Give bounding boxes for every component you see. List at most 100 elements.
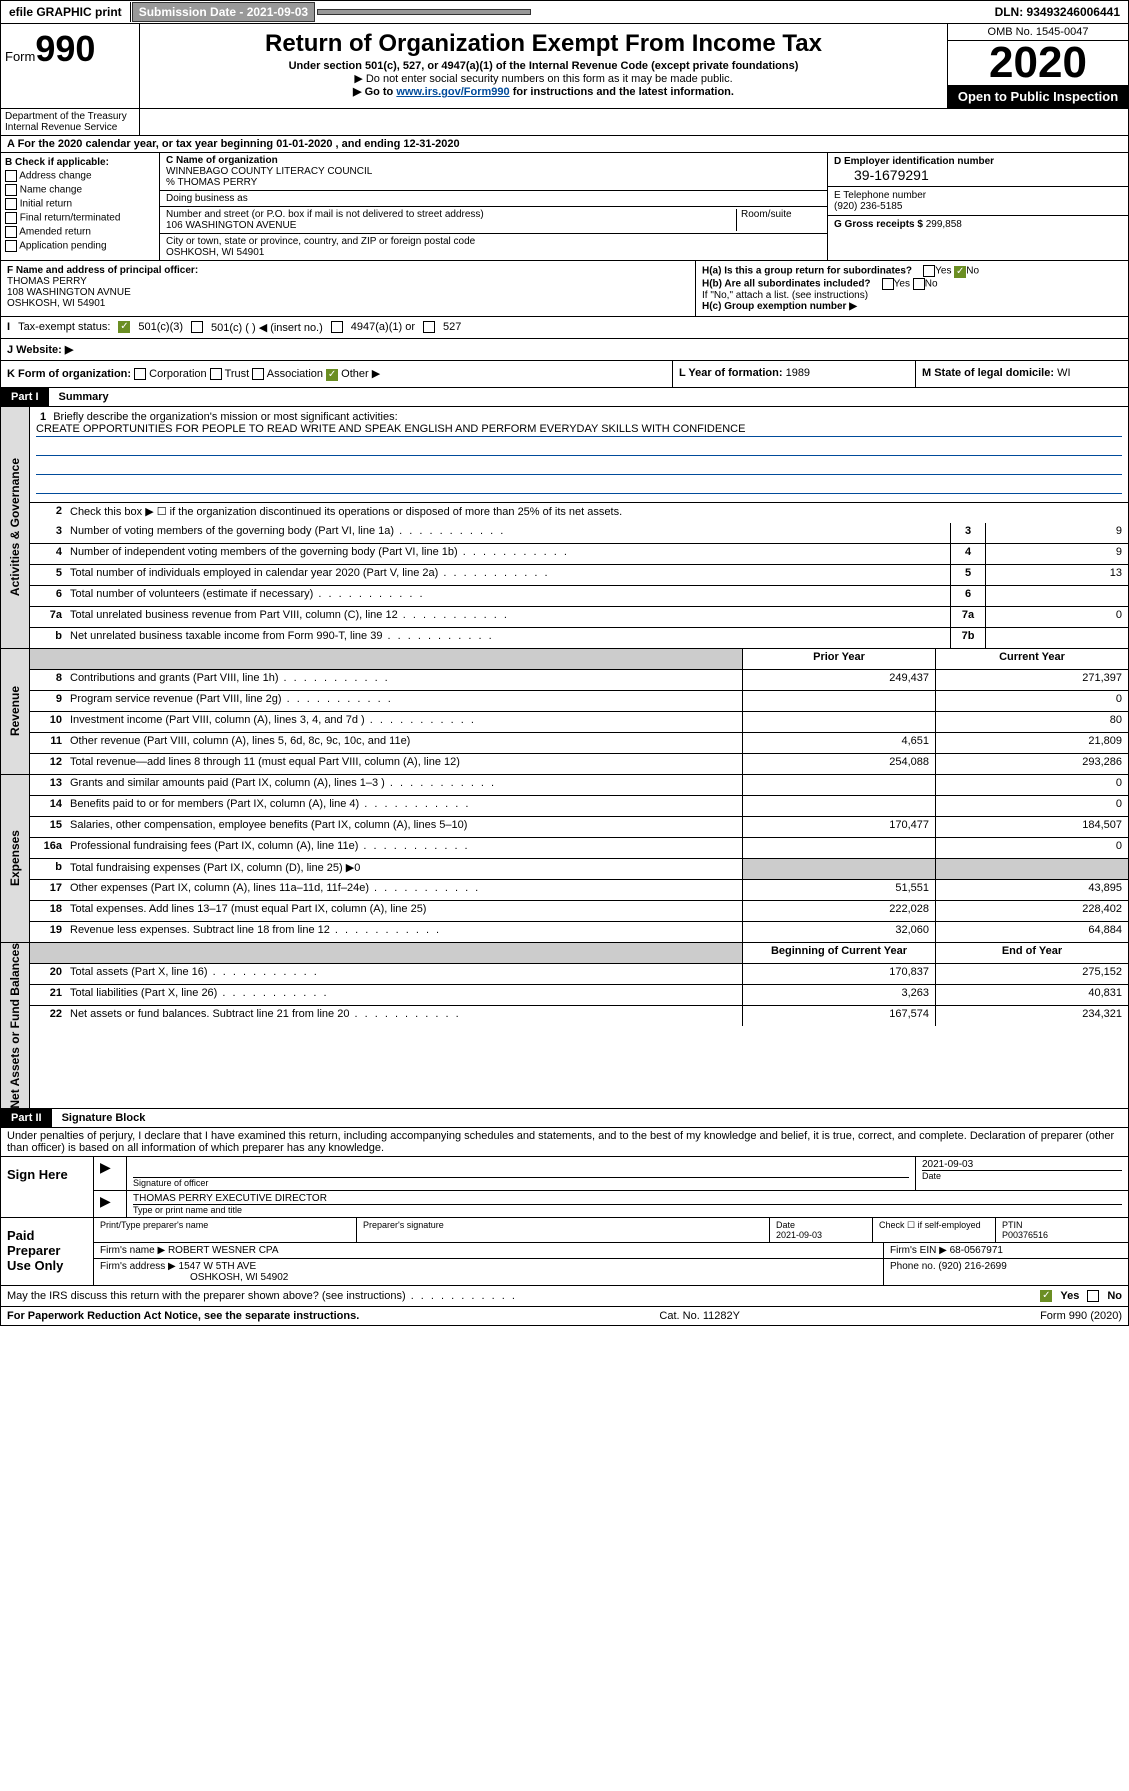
arrow-icon-2: ▶ — [94, 1191, 127, 1217]
501c3-checkbox[interactable]: ✓ — [118, 321, 130, 333]
sign-date: 2021-09-03 — [922, 1159, 1122, 1170]
street-address: 106 WASHINGTON AVENUE — [166, 220, 736, 231]
527-checkbox[interactable] — [423, 321, 435, 333]
n21-num: 21 — [30, 985, 66, 1005]
e16b-num: b — [30, 859, 66, 879]
n20-num: 20 — [30, 964, 66, 984]
end-year-header: End of Year — [935, 943, 1128, 963]
4947-checkbox[interactable] — [331, 321, 343, 333]
main-info: B Check if applicable: Address change Na… — [0, 153, 1129, 261]
care-of: % THOMAS PERRY — [166, 177, 821, 188]
firm-addr2: OSHKOSH, WI 54902 — [100, 1272, 877, 1283]
q6-text: Total number of volunteers (estimate if … — [66, 586, 950, 606]
e17-text: Other expenses (Part IX, column (A), lin… — [66, 880, 742, 900]
e13-prior — [742, 775, 935, 795]
501c-checkbox[interactable] — [191, 321, 203, 333]
e14-num: 14 — [30, 796, 66, 816]
dept-treasury: Department of the Treasury Internal Reve… — [1, 109, 140, 135]
col-right: D Employer identification number 39-1679… — [827, 153, 1128, 260]
hb-no-checkbox[interactable] — [913, 278, 925, 290]
form990-link[interactable]: www.irs.gov/Form990 — [396, 86, 509, 98]
spacer — [140, 109, 1128, 135]
other-label: Other ▶ — [341, 368, 380, 380]
q6-num: 6 — [30, 586, 66, 606]
corp-checkbox[interactable] — [134, 368, 146, 380]
other-checkbox[interactable]: ✓ — [326, 369, 338, 381]
ha-no-checkbox[interactable]: ✓ — [954, 266, 966, 278]
blank-button[interactable] — [317, 9, 531, 15]
signature-line[interactable] — [133, 1159, 909, 1177]
q7b-text: Net unrelated business taxable income fr… — [66, 628, 950, 648]
n22-current: 234,321 — [935, 1006, 1128, 1026]
hb-yes: Yes — [894, 278, 910, 289]
part-ii-title: Signature Block — [52, 1109, 156, 1127]
r9-prior — [742, 691, 935, 711]
expenses-tab: Expenses — [1, 775, 30, 942]
checkbox-amended[interactable] — [5, 226, 17, 238]
r12-prior: 254,088 — [742, 754, 935, 774]
col-b-checkboxes: B Check if applicable: Address change Na… — [1, 153, 160, 260]
print-name-label: Type or print name and title — [133, 1204, 1122, 1215]
section-fh: F Name and address of principal officer:… — [0, 261, 1129, 317]
officer-label: F Name and address of principal officer: — [7, 265, 689, 276]
corp-label: Corporation — [149, 368, 206, 380]
submission-date-button[interactable]: Submission Date - 2021-09-03 — [132, 2, 315, 22]
revenue-tab: Revenue — [1, 649, 30, 774]
revenue-section: Revenue Prior YearCurrent Year 8Contribu… — [0, 649, 1129, 775]
r9-text: Program service revenue (Part VIII, line… — [66, 691, 742, 711]
checkbox-address-change[interactable] — [5, 170, 17, 182]
q7b-box: 7b — [950, 628, 985, 648]
revenue-tab-label: Revenue — [8, 686, 22, 736]
q7b-val — [985, 628, 1128, 648]
n21-prior: 3,263 — [742, 985, 935, 1005]
part-i-title: Summary — [49, 388, 119, 406]
q4-box: 4 — [950, 544, 985, 564]
firm-phone: (920) 216-2699 — [938, 1261, 1006, 1272]
assoc-checkbox[interactable] — [252, 368, 264, 380]
col-f-officer: F Name and address of principal officer:… — [1, 261, 696, 316]
e16a-num: 16a — [30, 838, 66, 858]
hb-no: No — [925, 278, 938, 289]
discuss-yes-checkbox[interactable]: ✓ — [1040, 1290, 1052, 1302]
r10-prior — [742, 712, 935, 732]
n22-prior: 167,574 — [742, 1006, 935, 1026]
r10-text: Investment income (Part VIII, column (A)… — [66, 712, 742, 732]
prior-year-header: Prior Year — [742, 649, 935, 669]
e19-num: 19 — [30, 922, 66, 942]
n20-text: Total assets (Part X, line 16) — [66, 964, 742, 984]
governance-tab: Activities & Governance — [1, 407, 30, 648]
governance-tab-label: Activities & Governance — [8, 458, 22, 596]
tax-year: 2020 — [948, 41, 1128, 85]
org-name-label: C Name of organization — [166, 155, 821, 166]
mission-text: CREATE OPPORTUNITIES FOR PEOPLE TO READ … — [36, 423, 1122, 437]
checkbox-final-return[interactable] — [5, 212, 17, 224]
k-label: K Form of organization: — [7, 368, 131, 380]
trust-checkbox[interactable] — [210, 368, 222, 380]
checkbox-name-change[interactable] — [5, 184, 17, 196]
e14-text: Benefits paid to or for members (Part IX… — [66, 796, 742, 816]
year-box: OMB No. 1545-0047 2020 Open to Public In… — [947, 24, 1128, 108]
discuss-text: May the IRS discuss this return with the… — [7, 1290, 517, 1302]
checkbox-application-pending[interactable] — [5, 240, 17, 252]
q6-val — [985, 586, 1128, 606]
501c-label: 501(c) ( ) ◀ (insert no.) — [211, 321, 323, 334]
ha-yes-checkbox[interactable] — [923, 265, 935, 277]
subtitle: Under section 501(c), 527, or 4947(a)(1)… — [144, 60, 943, 72]
date-label: Date — [922, 1170, 1122, 1181]
q1-text: Briefly describe the organization's miss… — [53, 411, 397, 423]
e18-prior: 222,028 — [742, 901, 935, 921]
current-year-header: Current Year — [935, 649, 1128, 669]
form-990: 990 — [35, 28, 95, 69]
checkbox-initial-return[interactable] — [5, 198, 17, 210]
addr-label: Number and street (or P.O. box if mail i… — [166, 209, 736, 220]
e13-text: Grants and similar amounts paid (Part IX… — [66, 775, 742, 795]
year-formation-label: L Year of formation: — [679, 367, 783, 379]
label-initial-return: Initial return — [20, 199, 72, 210]
sign-here-label: Sign Here — [1, 1157, 94, 1217]
discuss-no-checkbox[interactable] — [1087, 1290, 1099, 1302]
form-title: Return of Organization Exempt From Incom… — [144, 30, 943, 58]
signature-label: Signature of officer — [133, 1177, 909, 1188]
label-amended: Amended return — [19, 227, 91, 238]
e14-prior — [742, 796, 935, 816]
hb-yes-checkbox[interactable] — [882, 278, 894, 290]
